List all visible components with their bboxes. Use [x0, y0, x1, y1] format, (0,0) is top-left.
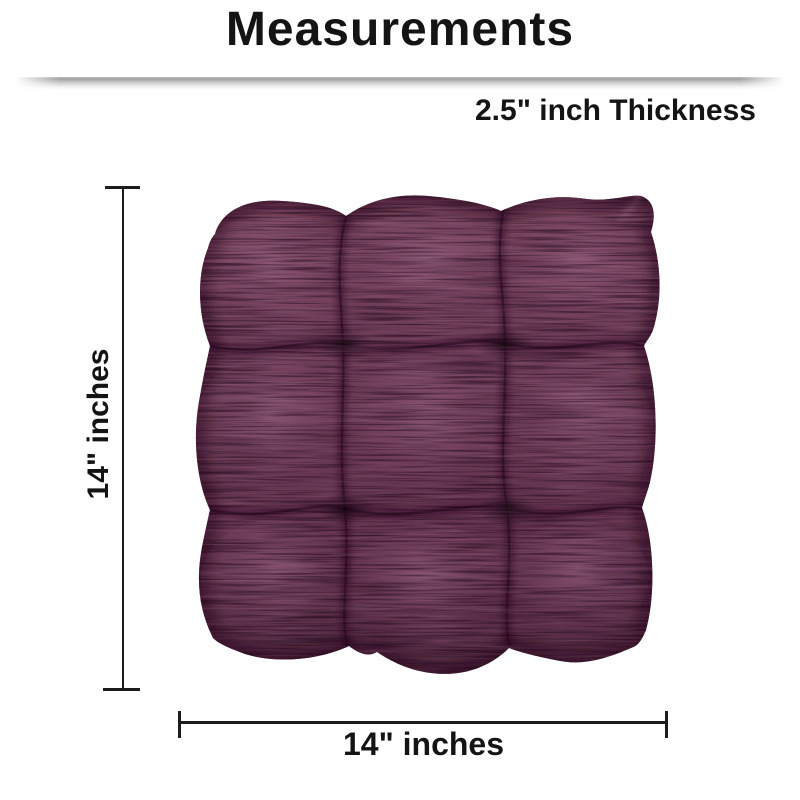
- width-dim-tick-left: [178, 711, 181, 738]
- height-dim-line: [122, 187, 124, 690]
- cushion-photo: [195, 195, 660, 674]
- width-dim-line: [179, 721, 668, 724]
- page-title: Measurements: [225, 3, 575, 56]
- height-dim-cap-bottom: [103, 688, 140, 691]
- width-dim-tick-right: [665, 711, 668, 738]
- header-shadow-divider: [15, 77, 785, 90]
- height-dimension-label: 14" inches: [82, 348, 115, 500]
- thickness-label: 2.5" inch Thickness: [474, 94, 756, 127]
- cushion-texture-sheen: [195, 195, 660, 674]
- width-dimension-label: 14" inches: [342, 726, 505, 762]
